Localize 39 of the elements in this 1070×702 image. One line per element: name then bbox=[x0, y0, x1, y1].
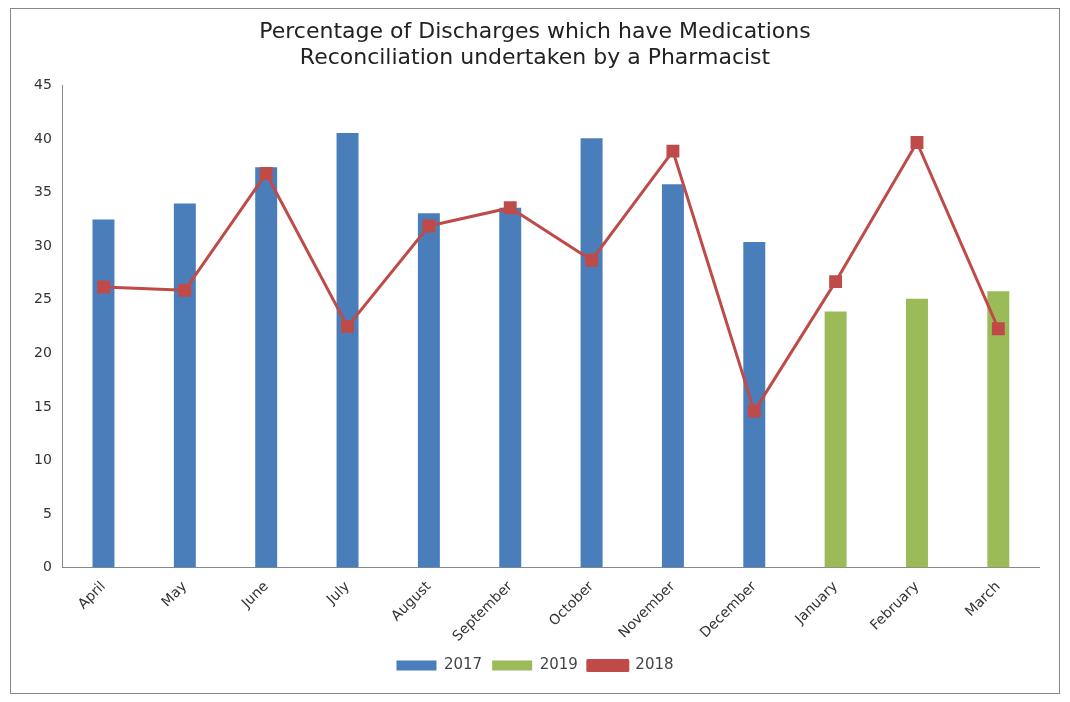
legend-label: 2019 bbox=[539, 655, 578, 674]
legend-label: 2017 bbox=[443, 655, 483, 674]
bar bbox=[824, 311, 847, 568]
point bbox=[585, 253, 599, 267]
point bbox=[829, 275, 843, 289]
text: Percentage of Discharges which have Medications bbox=[259, 17, 811, 43]
y-tick-label: 25 bbox=[33, 290, 52, 307]
bar bbox=[743, 242, 766, 568]
point bbox=[991, 322, 1005, 336]
bar bbox=[661, 184, 684, 568]
y-tick-label: 15 bbox=[33, 397, 52, 414]
legend-label: 2018 bbox=[635, 655, 674, 674]
point bbox=[178, 283, 192, 297]
y-tick-label: 30 bbox=[33, 236, 52, 253]
bar bbox=[92, 219, 115, 568]
point bbox=[503, 201, 517, 215]
y-tick-label: 35 bbox=[33, 183, 52, 200]
point bbox=[910, 136, 924, 149]
bar bbox=[906, 298, 928, 568]
bar bbox=[580, 138, 603, 568]
y-tick-label: 45 bbox=[33, 76, 52, 93]
bar bbox=[336, 132, 359, 568]
point bbox=[259, 167, 273, 181]
bar bbox=[987, 291, 1010, 568]
y-tick-label: 10 bbox=[33, 451, 52, 468]
point bbox=[341, 320, 354, 334]
bar bbox=[255, 167, 278, 568]
text: Reconciliation undertaken by a Pharmacist bbox=[299, 44, 771, 70]
bar bbox=[499, 207, 522, 568]
point bbox=[666, 144, 680, 158]
point bbox=[97, 280, 110, 294]
point bbox=[747, 404, 761, 418]
y-tick-label: 20 bbox=[33, 344, 52, 360]
y-tick-label: 5 bbox=[42, 504, 52, 521]
y-tick-label: 40 bbox=[33, 129, 52, 146]
point bbox=[422, 219, 436, 233]
bar bbox=[417, 213, 440, 568]
y-tick-label: 0 bbox=[42, 558, 52, 575]
bar bbox=[173, 203, 196, 568]
